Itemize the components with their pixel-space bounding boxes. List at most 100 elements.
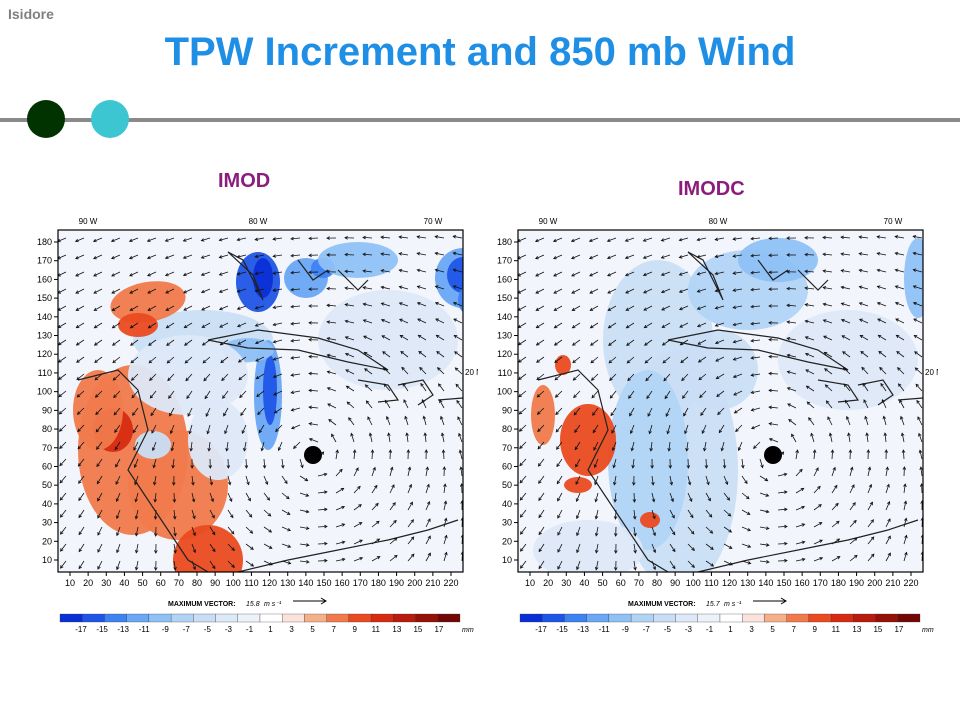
wind-vector <box>381 319 391 324</box>
wind-vector <box>183 271 193 276</box>
wind-vector-head <box>733 392 737 396</box>
wind-vector-head <box>858 268 863 273</box>
wind-vector-head <box>786 370 791 374</box>
wind-vector <box>669 509 675 519</box>
wind-vector-head <box>651 498 656 503</box>
wind-vector-head <box>859 335 864 339</box>
wind-vector-head <box>284 480 288 485</box>
wind-vector-head <box>594 566 599 571</box>
wind-vector <box>201 305 211 311</box>
colorbar-swatch <box>148 613 172 623</box>
wind-vector <box>768 389 779 392</box>
wind-vector-head <box>519 514 524 518</box>
wind-vector-head <box>201 342 206 346</box>
wind-vector <box>903 552 907 562</box>
wind-vector <box>219 237 229 241</box>
wind-vector-head <box>714 254 719 259</box>
x-tick-label: 100 <box>686 578 701 588</box>
wind-vector <box>113 373 121 381</box>
wind-vector-head <box>425 466 429 471</box>
wind-vector <box>520 509 527 518</box>
wind-vector-head <box>287 527 292 532</box>
wind-vector-head <box>326 387 331 391</box>
wind-vector-head <box>714 306 719 310</box>
colorbar-swatch <box>82 613 105 623</box>
wind-vector-head <box>735 428 739 433</box>
wind-vector <box>595 509 599 519</box>
wind-vector-head <box>633 532 637 537</box>
wind-vector <box>256 373 265 380</box>
wind-vector <box>777 543 788 545</box>
wind-vector <box>97 492 103 502</box>
wind-vector-head <box>804 303 809 307</box>
wind-vector <box>723 509 731 517</box>
wind-vector <box>741 560 751 564</box>
wind-vector-head <box>860 350 864 355</box>
wind-vector <box>903 501 907 511</box>
wind-vector-head <box>750 425 755 430</box>
wind-vector <box>299 543 309 546</box>
colorbar-tick-label: -1 <box>246 625 254 634</box>
wind-vector-head <box>200 255 205 259</box>
colorbar-tick-label: 17 <box>894 625 903 634</box>
wind-vector <box>572 356 581 363</box>
wind-vector-head <box>94 376 99 381</box>
wind-vector-head <box>651 481 655 486</box>
wind-vector <box>628 390 635 399</box>
wind-vector <box>151 424 157 434</box>
wind-vector-head <box>780 451 785 455</box>
wind-vector-head <box>148 359 153 364</box>
wind-vector-head <box>732 254 737 258</box>
longitude-label: 90 W <box>539 217 558 226</box>
tpw-region <box>128 335 248 415</box>
wind-vector-head <box>518 238 521 243</box>
wind-vector <box>686 441 689 451</box>
wind-vector <box>733 322 743 326</box>
wind-vector-head <box>538 565 542 570</box>
wind-vector-head <box>519 531 524 535</box>
wind-vector <box>608 339 617 346</box>
wind-vector-head <box>613 516 618 520</box>
wind-vector <box>575 475 581 485</box>
wind-vector-head <box>698 376 703 381</box>
x-tick-label: 30 <box>101 578 111 588</box>
wind-vector <box>859 269 869 273</box>
wind-vector-head <box>324 541 328 546</box>
wind-vector-head <box>267 513 272 517</box>
wind-vector <box>327 387 337 392</box>
wind-vector <box>669 526 676 535</box>
wind-vector <box>363 335 373 341</box>
wind-vector <box>95 424 103 433</box>
wind-vector <box>885 501 890 511</box>
wind-vector <box>663 373 671 381</box>
wind-vector <box>705 475 710 485</box>
wind-vector-head <box>341 557 346 562</box>
wind-vector-head <box>290 236 294 241</box>
wind-vector-head <box>344 303 349 307</box>
wind-vector <box>203 373 211 381</box>
wind-vector <box>407 467 411 477</box>
wind-vector-head <box>624 272 629 277</box>
wind-vector <box>112 322 121 329</box>
wind-vector-head <box>859 318 863 322</box>
wind-vector-head <box>900 415 904 420</box>
colorbar-tick-label: 7 <box>331 625 336 634</box>
wind-vector <box>841 270 851 273</box>
wind-vector <box>684 424 689 434</box>
wind-vector <box>877 302 887 307</box>
wind-vector <box>827 416 833 426</box>
wind-vector-head <box>58 411 63 415</box>
wind-vector-head <box>536 393 541 398</box>
wind-vector-head <box>172 499 177 503</box>
wind-vector-head <box>188 430 192 435</box>
y-tick-label: 100 <box>497 387 512 397</box>
colorbar-tick-label: -13 <box>577 625 589 634</box>
wind-vector <box>633 560 636 570</box>
wind-vector <box>867 536 875 545</box>
wind-vector-head <box>642 272 647 277</box>
wind-vector <box>173 526 176 536</box>
wind-vector <box>327 371 337 375</box>
wind-vector <box>205 407 211 417</box>
wind-vector-head <box>236 323 241 328</box>
wind-vector <box>224 424 229 434</box>
